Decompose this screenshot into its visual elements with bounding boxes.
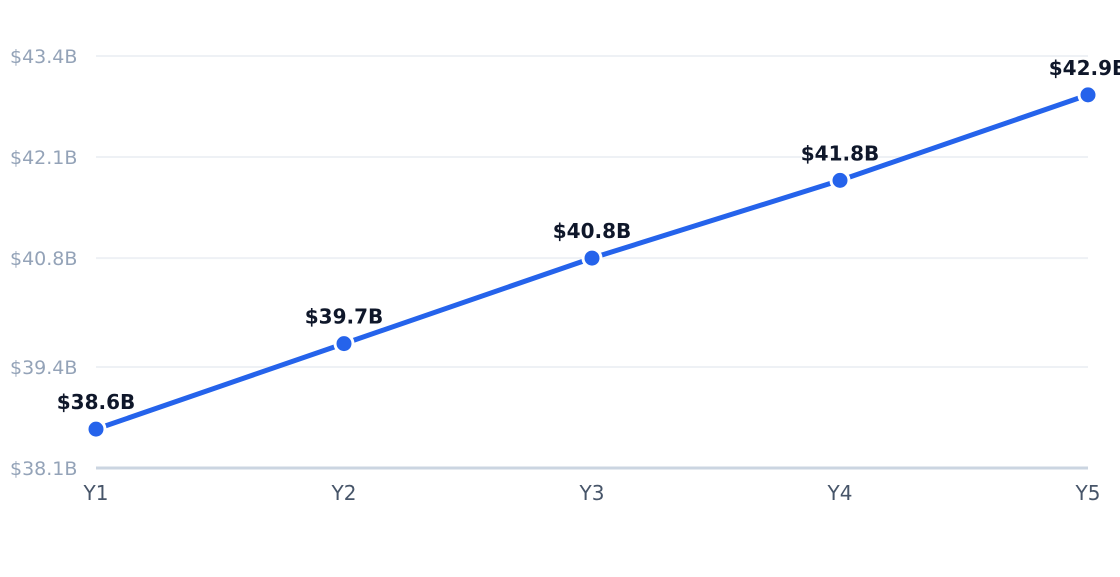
gridlines bbox=[96, 55, 1088, 368]
y-tick-label: $38.1B bbox=[10, 458, 77, 480]
data-point[interactable] bbox=[829, 169, 851, 191]
y-tick-label: $39.4B bbox=[10, 357, 77, 379]
data-point[interactable] bbox=[85, 418, 107, 440]
data-point[interactable] bbox=[333, 333, 355, 355]
data-point[interactable] bbox=[1077, 84, 1099, 106]
x-tick-label: Y1 bbox=[83, 481, 109, 505]
data-labels: $38.6B $39.7B $40.8B $41.8B $42.9B bbox=[57, 56, 1120, 414]
x-axis-ticks: Y1 Y2 Y3 Y4 Y5 bbox=[83, 481, 1101, 505]
y-tick-label: $43.4B bbox=[10, 46, 77, 68]
y-tick-label: $42.1B bbox=[10, 147, 77, 169]
y-axis-ticks: $38.1B $39.4B $40.8B $42.1B $43.4B bbox=[10, 46, 77, 480]
data-points bbox=[85, 84, 1099, 440]
data-point[interactable] bbox=[581, 247, 603, 269]
y-tick-label: $40.8B bbox=[10, 248, 77, 270]
data-label: $41.8B bbox=[801, 141, 880, 165]
x-tick-label: Y2 bbox=[331, 481, 357, 505]
data-label: $42.9B bbox=[1049, 56, 1120, 80]
x-tick-label: Y3 bbox=[579, 481, 605, 505]
x-tick-label: Y4 bbox=[827, 481, 853, 505]
x-tick-label: Y5 bbox=[1075, 481, 1101, 505]
data-label: $40.8B bbox=[553, 219, 632, 243]
data-label: $39.7B bbox=[305, 305, 384, 329]
data-label: $38.6B bbox=[57, 390, 136, 414]
